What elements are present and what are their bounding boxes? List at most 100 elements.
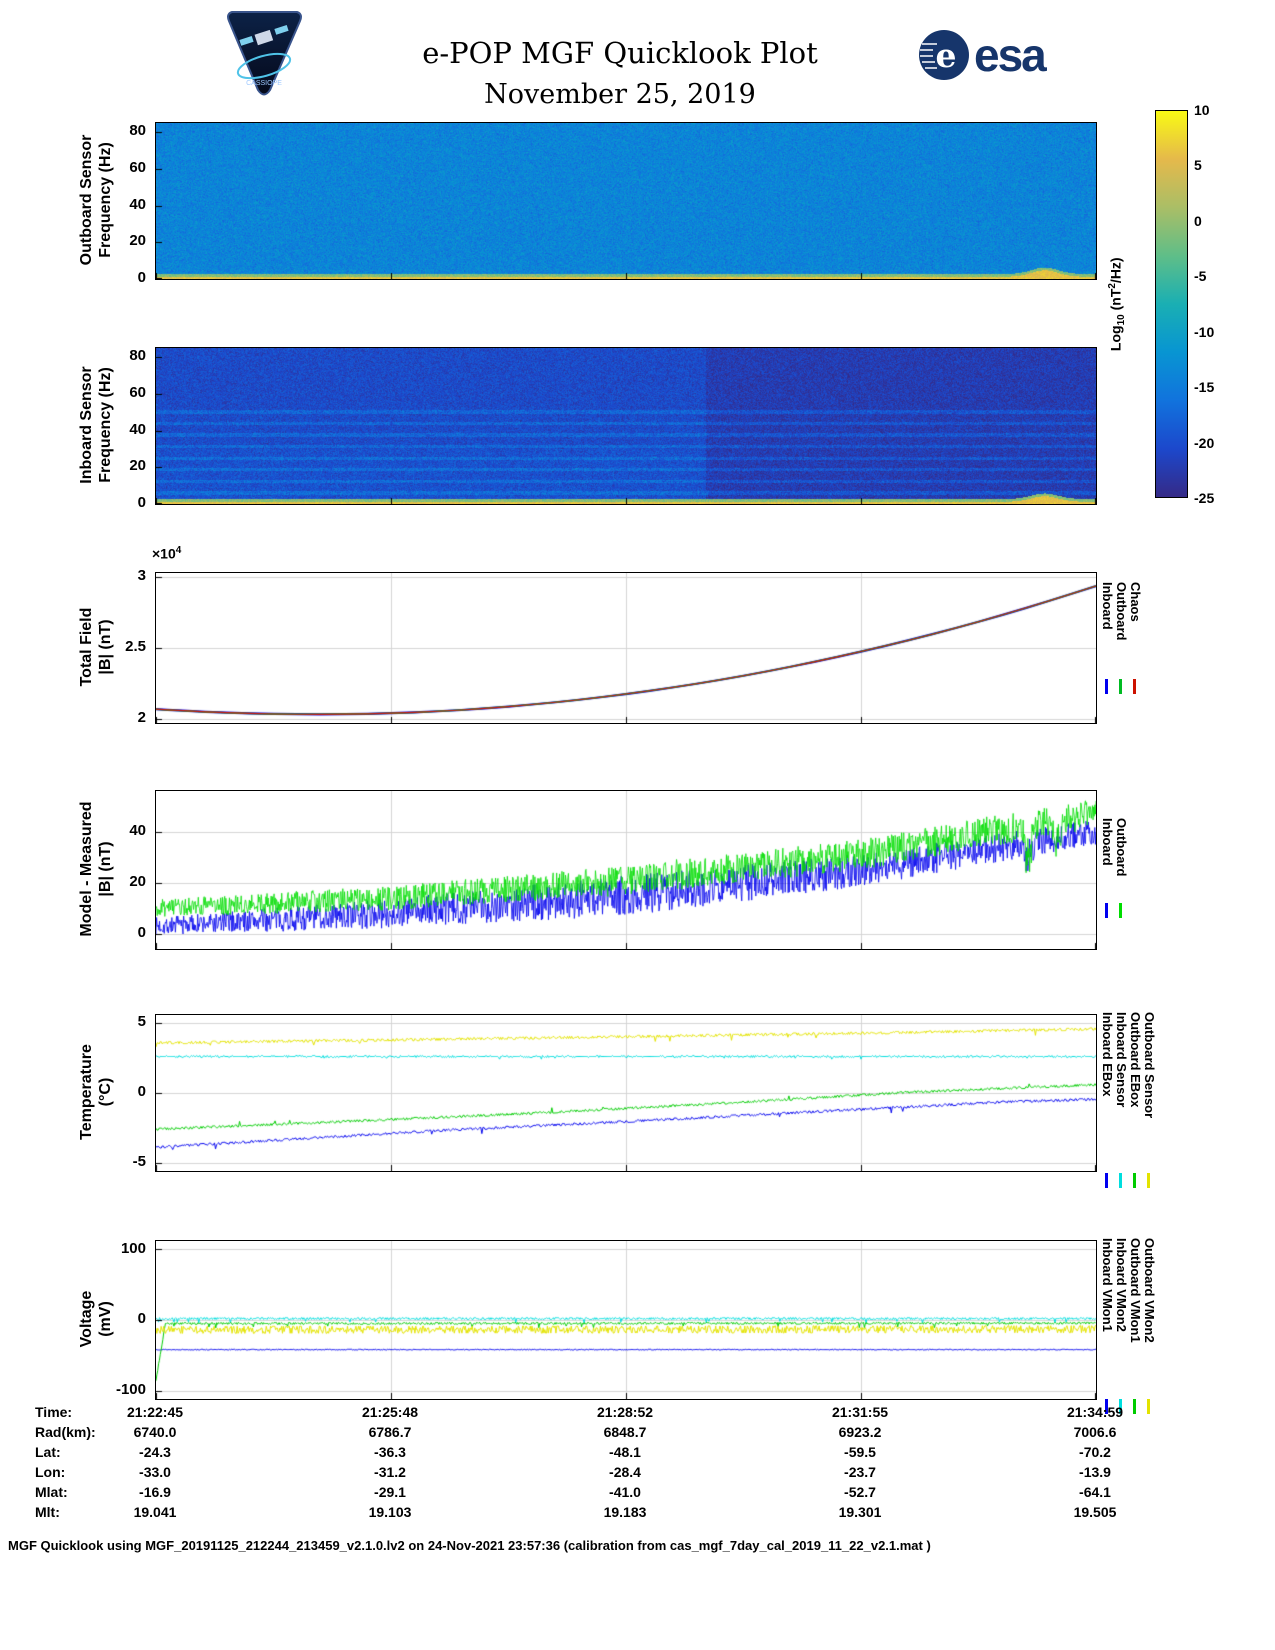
table-cell: 6848.7 (603, 1424, 647, 1440)
total-field-panel (155, 572, 1097, 724)
row-label: Time: (35, 1404, 73, 1420)
legend-item: Inboard (1100, 582, 1115, 694)
model-measured-panel (155, 790, 1097, 950)
legend-label: Inboard (1100, 818, 1115, 866)
legend-item: Inboard Sensor (1114, 1012, 1129, 1188)
table-cell: -36.3 (374, 1444, 406, 1460)
temperature-panel (155, 1014, 1097, 1172)
exponent-base: ×10 (152, 545, 176, 562)
legend-label: Outboard Sensor (1142, 1012, 1157, 1119)
esa-globe-icon: e (919, 30, 969, 80)
inboard-spectrogram-panel (155, 347, 1097, 505)
table-cell: 7006.6 (1073, 1424, 1117, 1440)
legend-item: Outboard EBox (1128, 1012, 1143, 1188)
legend-item: Inboard VMon2 (1114, 1238, 1129, 1414)
colorbar-tick-label: 10 (1194, 102, 1210, 118)
legend-mark (1119, 679, 1122, 694)
y-tick-label: 0 (137, 269, 146, 286)
plot-date: November 25, 2019 (484, 79, 756, 110)
legend-label: Inboard Sensor (1114, 1012, 1129, 1108)
outboard-spectrogram-panel (155, 122, 1097, 280)
cassiope-badge-icon: CASSIOPE (227, 11, 302, 96)
row-label: Mlt: (35, 1504, 60, 1520)
footer-caption: MGF Quicklook using MGF_20191125_212244_… (8, 1538, 931, 1553)
inboard-spectrogram (156, 348, 1096, 504)
row-label: Mlat: (35, 1484, 68, 1500)
y-tick-label: 60 (129, 159, 146, 176)
colorbar-label-sub: 10 (1116, 314, 1128, 326)
y-tick-label: 20 (129, 232, 146, 249)
y-tick-label: 0 (137, 924, 146, 941)
legend-label: Inboard EBox (1100, 1012, 1115, 1097)
colorbar-tick-label: -10 (1194, 324, 1215, 340)
legend-item: Inboard VMon1 (1100, 1238, 1115, 1414)
table-cell: 21:22:45 (126, 1404, 184, 1420)
y-tick-label: 20 (129, 457, 146, 474)
model-measured-chart (156, 791, 1096, 949)
legend-mark (1105, 1399, 1108, 1414)
table-cell: 19.183 (603, 1504, 647, 1520)
colorbar-label: Log10 (nT2/Hz) (1107, 194, 1127, 414)
esa-logo: e esa (918, 28, 1047, 82)
esa-logo-text: esa (974, 29, 1047, 81)
colorbar-tick-label: 5 (1194, 157, 1202, 173)
legend-model-measured: Inboard Outboard (1100, 818, 1129, 918)
table-cell: -52.7 (844, 1484, 876, 1500)
colorbar-tick-label: -25 (1194, 490, 1215, 506)
table-cell: 19.041 (133, 1504, 177, 1520)
table-cell: 19.301 (838, 1504, 882, 1520)
y-tick-label: -5 (132, 1153, 146, 1170)
table-cell: -28.4 (609, 1464, 641, 1480)
colorbar-label-text: Log (1107, 325, 1124, 352)
table-cell: 6740.0 (133, 1424, 177, 1440)
legend-item: Outboard VMon2 (1142, 1238, 1157, 1414)
legend-mark (1133, 1399, 1136, 1414)
table-cell: -16.9 (139, 1484, 171, 1500)
y-tick-label: 40 (129, 196, 146, 213)
row-label: Lat: (35, 1444, 61, 1460)
table-cell: -13.9 (1079, 1464, 1111, 1480)
table-cell: 19.103 (368, 1504, 412, 1520)
y-tick-label: 0 (137, 1083, 146, 1100)
colorbar-label-text: /Hz) (1107, 257, 1124, 284)
y-tick-label: 80 (129, 122, 146, 139)
legend-mark (1147, 1399, 1150, 1414)
y-tick-label: 2.5 (125, 638, 146, 655)
legend-label: Outboard EBox (1128, 1012, 1143, 1108)
cassiope-mission-logo: CASSIOPE (222, 8, 307, 105)
axis-exponent-label: ×104 (152, 545, 181, 562)
table-cell: -59.5 (844, 1444, 876, 1460)
table-cell: 6923.2 (838, 1424, 882, 1440)
colorbar-label-text: (nT (1107, 288, 1124, 315)
y-tick-label: -100 (115, 1381, 146, 1398)
colorbar-label-sup: 2 (1106, 283, 1118, 289)
legend-label: Outboard (1114, 582, 1129, 641)
y-tick-label: 40 (129, 822, 146, 839)
legend-label: Outboard (1114, 818, 1129, 877)
legend-item: Outboard (1114, 818, 1129, 918)
table-cell: 21:25:48 (361, 1404, 419, 1420)
table-cell: 21:34:59 (1066, 1404, 1124, 1420)
legend-item: Chaos (1128, 582, 1143, 694)
colorbar (1155, 110, 1188, 498)
y-tick-label: 3 (137, 567, 146, 584)
row-label: Lon: (35, 1464, 66, 1480)
table-cell: -48.1 (609, 1444, 641, 1460)
legend-mark (1119, 903, 1122, 918)
y-tick-label: 100 (120, 1240, 146, 1257)
table-cell: -64.1 (1079, 1484, 1111, 1500)
legend-mark (1119, 1173, 1122, 1188)
colorbar-tick-label: -20 (1194, 435, 1215, 451)
legend-item: Outboard Sensor (1142, 1012, 1157, 1188)
svg-text:CASSIOPE: CASSIOPE (246, 80, 282, 87)
table-cell: 21:31:55 (831, 1404, 889, 1420)
table-cell: -24.3 (139, 1444, 171, 1460)
legend-mark (1119, 1399, 1122, 1414)
outboard-spectrogram (156, 123, 1096, 279)
legend-label: Outboard VMon1 (1128, 1238, 1143, 1343)
y-tick-label: 0 (137, 494, 146, 511)
table-cell: -23.7 (844, 1464, 876, 1480)
y-tick-label: 60 (129, 384, 146, 401)
legend-label: Inboard VMon2 (1114, 1238, 1129, 1332)
